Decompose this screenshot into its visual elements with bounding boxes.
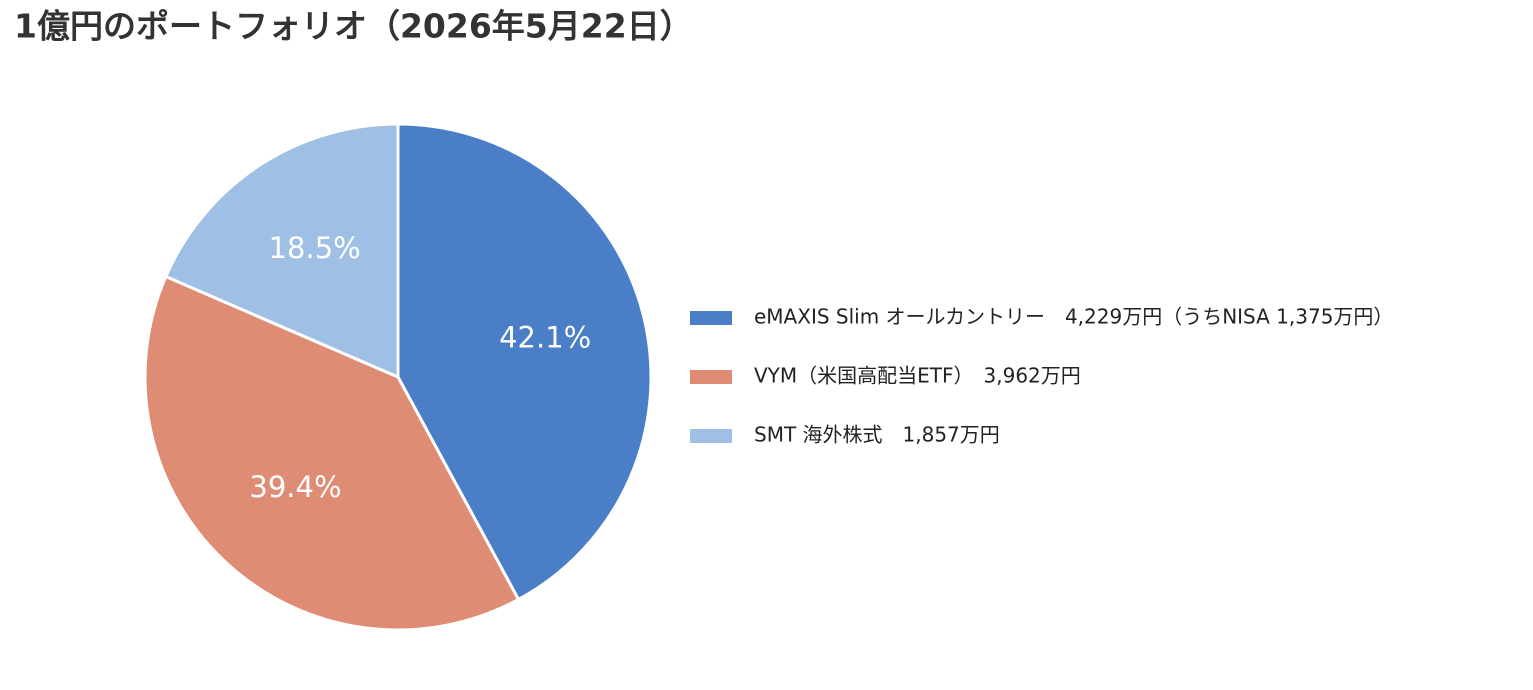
legend-swatch (690, 311, 732, 325)
slice-label: 18.5% (269, 231, 361, 265)
legend-swatch (690, 370, 732, 384)
pie-slice (396, 122, 653, 602)
legend-label: eMAXIS Slim オールカントリー 4,229万円（うちNISA 1,37… (754, 305, 1393, 329)
slice-label: 42.1% (499, 321, 591, 355)
chart-title: 1億円のポートフォリオ（2026年5月22日） (14, 7, 693, 46)
pie-slice (143, 274, 521, 632)
legend-label: SMT 海外株式 1,857万円 (754, 423, 1000, 447)
pie-slice (163, 122, 400, 380)
legend-label: VYM（米国高配当ETF） 3,962万円 (754, 364, 1081, 388)
legend-swatch (690, 429, 732, 443)
slice-label: 39.4% (249, 470, 341, 504)
